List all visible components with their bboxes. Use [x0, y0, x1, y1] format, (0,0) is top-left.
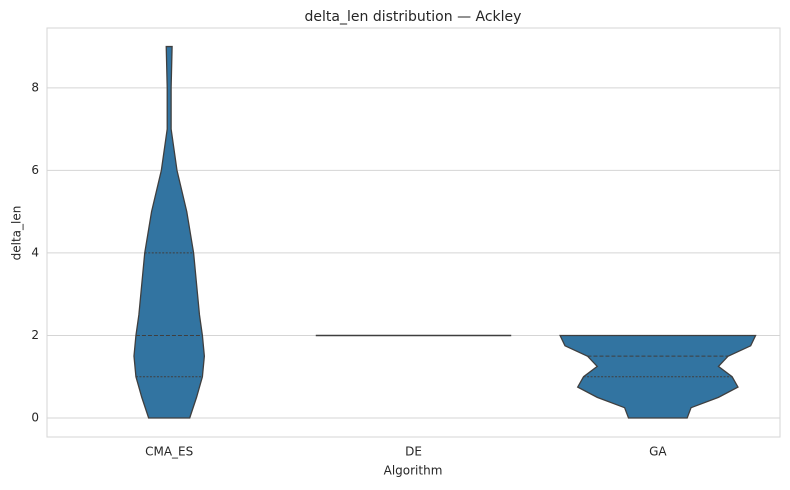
- y-tick-label: 8: [31, 80, 39, 94]
- x-tick-label: DE: [405, 445, 422, 459]
- violin: [133, 45, 206, 419]
- x-tick-label: GA: [649, 445, 667, 459]
- x-tick-label: CMA_ES: [145, 445, 193, 459]
- y-tick-label: 2: [31, 328, 39, 342]
- x-axis-label: Algorithm: [384, 464, 443, 478]
- y-tick-label: 0: [31, 411, 39, 425]
- y-tick-label: 6: [31, 163, 39, 177]
- y-tick-label: 4: [31, 245, 39, 259]
- plot-frame: [46, 27, 781, 438]
- chart-title: delta_len distribution — Ackley: [305, 9, 522, 25]
- y-axis-label: delta_len: [10, 206, 24, 261]
